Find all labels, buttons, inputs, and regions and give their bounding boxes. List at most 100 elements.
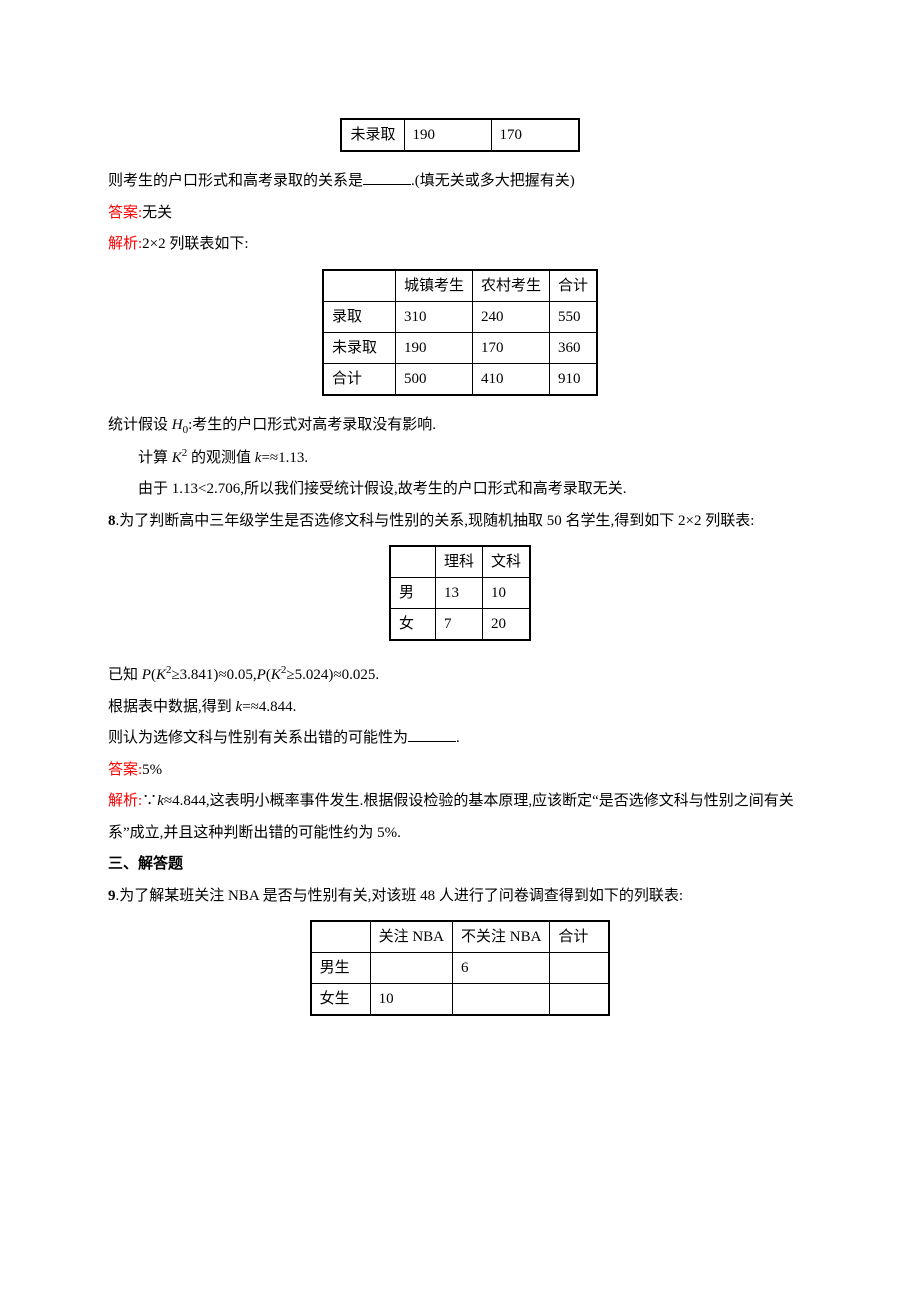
table-row: 理科 文科 xyxy=(390,546,530,578)
cell: 合计 xyxy=(550,270,598,302)
table-row: 女 7 20 xyxy=(390,609,530,641)
cell: 190 xyxy=(395,332,472,363)
q7-calc: 计算 K2 的观测值 k=≈1.13. xyxy=(108,442,812,475)
text: 则考生的户口形式和高考录取的关系是 xyxy=(108,173,363,189)
text: ≈4.844,这表明小概率事件发生.根据假设检验的基本原理,应该断定“是否选修文… xyxy=(108,793,794,841)
table-row: 男生 6 xyxy=(311,953,610,984)
q7-conclusion: 由于 1.13<2.706,所以我们接受统计假设,故考生的户口形式和高考录取无关… xyxy=(108,474,812,506)
table-row: 关注 NBA 不关注 NBA 合计 xyxy=(311,921,610,953)
cell: 女 xyxy=(390,609,436,641)
q9-table-wrap: 关注 NBA 不关注 NBA 合计 男生 6 女生 10 xyxy=(108,920,812,1016)
table-top-wrap: 未录取 190 170 xyxy=(108,118,812,152)
q8-table-wrap: 理科 文科 男 13 10 女 7 20 xyxy=(108,545,812,641)
cell: 合计 xyxy=(323,363,396,395)
cell: 20 xyxy=(483,609,531,641)
cell: 女生 xyxy=(311,984,371,1016)
table-row: 未录取 190 170 xyxy=(341,119,578,151)
var-K: K xyxy=(271,667,281,683)
cell: 410 xyxy=(472,363,549,395)
text: 根据表中数据,得到 xyxy=(108,699,236,715)
cell-value: 190 xyxy=(404,119,491,151)
cell: 文科 xyxy=(483,546,531,578)
q7-table-wrap: 城镇考生 农村考生 合计 录取 310 240 550 未录取 190 170 … xyxy=(108,269,812,396)
text: ≥5.024)≈0.025. xyxy=(286,667,379,683)
table-top: 未录取 190 170 xyxy=(340,118,579,152)
text: 已知 xyxy=(108,667,142,683)
cell: 录取 xyxy=(323,301,396,332)
cell: 310 xyxy=(395,301,472,332)
text: 计算 xyxy=(138,450,172,466)
cell: 未录取 xyxy=(323,332,396,363)
text: 则认为选修文科与性别有关系出错的可能性为 xyxy=(108,730,408,746)
text: 的观测值 xyxy=(187,450,255,466)
text: . xyxy=(456,730,460,746)
answer-label: 答案: xyxy=(108,762,142,778)
q8-known: 已知 P(K2≥3.841)≈0.05,P(K2≥5.024)≈0.025. xyxy=(108,659,812,692)
cell: 10 xyxy=(370,984,452,1016)
cell: 合计 xyxy=(550,921,610,953)
text: 三、解答题 xyxy=(108,856,183,872)
text: .为了解某班关注 NBA 是否与性别有关,对该班 48 人进行了问卷调查得到如下… xyxy=(116,888,684,904)
q8-stem: 8.为了判断高中三年级学生是否选修文科与性别的关系,现随机抽取 50 名学生,得… xyxy=(108,506,812,538)
table-row: 未录取 190 170 360 xyxy=(323,332,597,363)
cell xyxy=(323,270,396,302)
cell: 城镇考生 xyxy=(395,270,472,302)
q7-explain-intro: 解析:2×2 列联表如下: xyxy=(108,229,812,261)
cell xyxy=(550,984,610,1016)
section-3-title: 三、解答题 xyxy=(108,849,812,881)
cell: 6 xyxy=(453,953,550,984)
table-row: 女生 10 xyxy=(311,984,610,1016)
text: :考生的户口形式对高考录取没有影响. xyxy=(188,417,436,433)
answer-label: 答案: xyxy=(108,205,142,221)
cell xyxy=(390,546,436,578)
cell: 农村考生 xyxy=(472,270,549,302)
table-row: 男 13 10 xyxy=(390,578,530,609)
cell-label: 未录取 xyxy=(341,119,404,151)
q9-table: 关注 NBA 不关注 NBA 合计 男生 6 女生 10 xyxy=(310,920,611,1016)
table-row: 合计 500 410 910 xyxy=(323,363,597,395)
cell: 240 xyxy=(472,301,549,332)
table-row: 城镇考生 农村考生 合计 xyxy=(323,270,597,302)
q7-table: 城镇考生 农村考生 合计 录取 310 240 550 未录取 190 170 … xyxy=(322,269,598,396)
cell: 910 xyxy=(550,363,598,395)
cell: 理科 xyxy=(435,546,482,578)
var-K: K xyxy=(156,667,166,683)
cell xyxy=(550,953,610,984)
cell-value: 170 xyxy=(491,119,579,151)
q7-answer: 答案:无关 xyxy=(108,198,812,230)
cell: 10 xyxy=(483,578,531,609)
text: =≈4.844. xyxy=(242,699,296,715)
explain-label: 解析: xyxy=(108,793,142,809)
cell: 关注 NBA xyxy=(370,921,452,953)
cell: 13 xyxy=(435,578,482,609)
cell xyxy=(311,921,371,953)
text: ≥3.841)≈0.05, xyxy=(171,667,256,683)
q8-explain: 解析:∵k≈4.844,这表明小概率事件发生.根据假设检验的基本原理,应该断定“… xyxy=(108,786,812,849)
cell: 7 xyxy=(435,609,482,641)
q9-number: 9 xyxy=(108,888,116,904)
fill-blank xyxy=(363,169,411,185)
explain-label: 解析: xyxy=(108,236,142,252)
text: 由于 1.13<2.706,所以我们接受统计假设,故考生的户口形式和高考录取无关… xyxy=(138,481,626,497)
text: .为了判断高中三年级学生是否选修文科与性别的关系,现随机抽取 50 名学生,得到… xyxy=(116,513,755,529)
q8-ask: 则认为选修文科与性别有关系出错的可能性为. xyxy=(108,723,812,755)
table-row: 录取 310 240 550 xyxy=(323,301,597,332)
cell: 500 xyxy=(395,363,472,395)
q9-stem: 9.为了解某班关注 NBA 是否与性别有关,对该班 48 人进行了问卷调查得到如… xyxy=(108,881,812,913)
document-page: 未录取 190 170 则考生的户口形式和高考录取的关系是 .(填无关或多大把握有… xyxy=(0,0,920,1302)
fill-blank xyxy=(408,726,456,742)
text: 统计假设 xyxy=(108,417,172,433)
var-H: H xyxy=(172,417,183,433)
var-K: K xyxy=(172,450,182,466)
text: ∵ xyxy=(142,793,157,809)
answer-text: 无关 xyxy=(142,205,172,221)
answer-text: 5% xyxy=(142,762,162,778)
q8-answer: 答案:5% xyxy=(108,755,812,787)
var-P: P xyxy=(257,667,266,683)
cell: 男 xyxy=(390,578,436,609)
cell: 男生 xyxy=(311,953,371,984)
cell: 不关注 NBA xyxy=(453,921,550,953)
explain-text: 2×2 列联表如下: xyxy=(142,236,248,252)
q7-hypothesis: 统计假设 H0:考生的户口形式对高考录取没有影响. xyxy=(108,410,812,442)
text: .(填无关或多大把握有关) xyxy=(411,173,575,189)
